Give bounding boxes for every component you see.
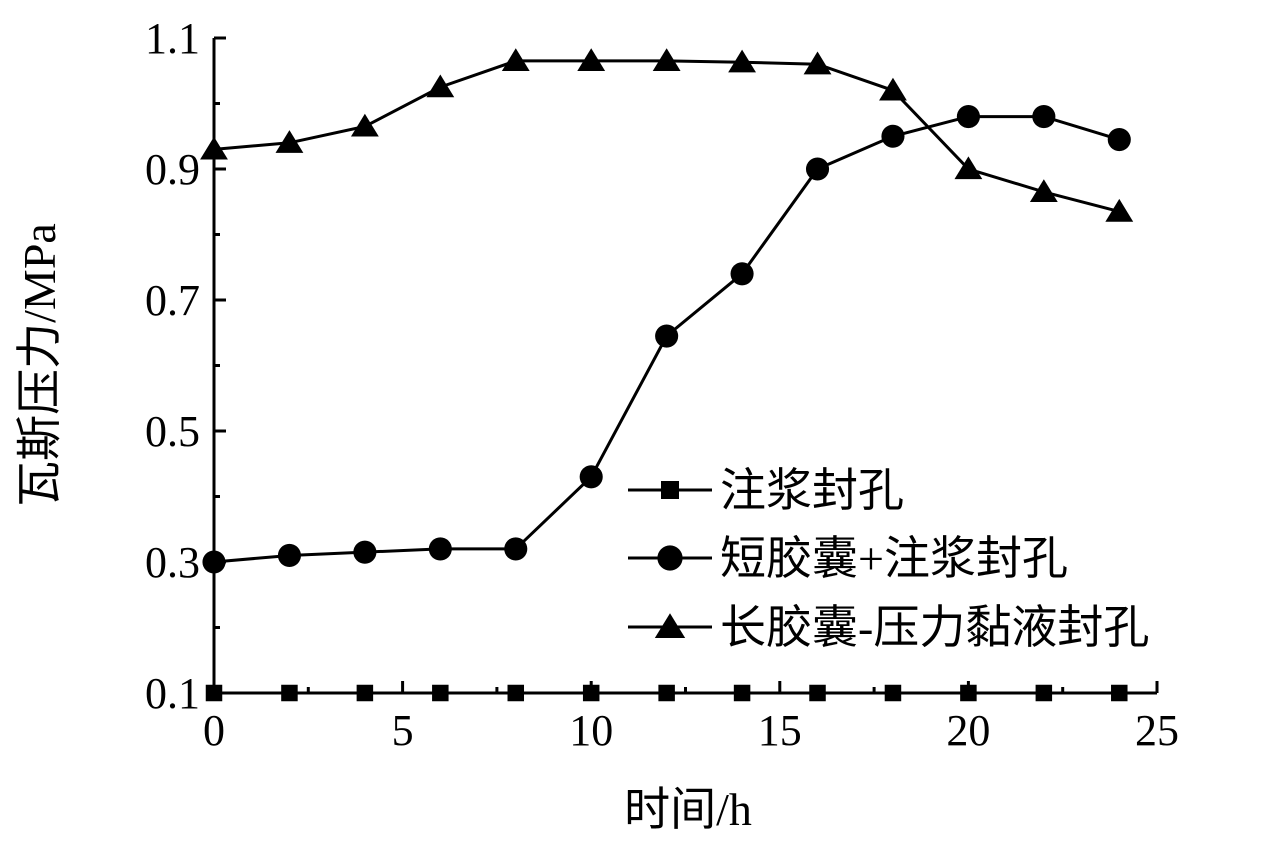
data-point-circle [881,124,905,148]
data-point-triangle [652,48,681,72]
x-tick-label: 25 [1135,706,1179,755]
data-point-triangle [200,136,228,160]
data-point-square [658,684,675,702]
y-tick-label: 0.1 [145,669,200,718]
data-point-triangle [426,74,455,98]
data-point-square [281,684,298,702]
data-point-circle [655,324,679,348]
data-point-circle [428,537,452,561]
data-point-square [432,684,449,702]
series-area [200,48,1134,702]
series-circle [202,105,1131,574]
data-point-circle [956,105,980,129]
x-tick-label: 15 [758,706,802,755]
x-tick-label: 5 [392,706,414,755]
data-point-triangle [1029,179,1058,203]
x-tick-label: 10 [569,706,613,755]
data-point-triangle [1105,198,1134,222]
series-line-triangle [213,59,1120,214]
y-tick-label: 0.7 [145,276,200,325]
data-point-triangle [803,51,832,75]
data-point-square [205,684,223,702]
legend-marker-triangle [654,613,686,639]
data-point-triangle [577,48,606,72]
data-point-circle [579,465,603,489]
y-tick-label: 0.3 [145,538,200,587]
y-tick-label: 1.1 [145,14,200,63]
data-point-circle [277,543,301,567]
legend-label: 长胶囊-压力黏液封孔 [720,602,1149,653]
data-point-square [809,684,826,702]
x-axis-label: 时间/h [624,784,752,835]
data-point-square [1111,684,1128,702]
x-tick-label: 20 [946,706,990,755]
data-point-triangle [954,156,983,180]
x-tick-label: 0 [203,706,225,755]
data-point-square [884,684,902,702]
data-point-circle [1032,105,1056,129]
data-point-triangle [728,49,756,73]
ticks: 0 5 10 15 20 25 0.1 0.3 0.5 0.7 0.9 1.1 [145,14,1179,755]
legend-marker-square [661,481,679,499]
series-triangle [200,48,1134,222]
legend-label: 短胶囊+注浆封孔 [720,533,1068,584]
data-point-triangle [501,48,530,72]
data-point-circle [504,537,528,561]
data-point-square [733,684,751,702]
data-point-square [356,684,374,702]
data-point-square [1035,684,1053,702]
data-point-triangle [879,77,907,101]
data-point-circle [353,540,377,564]
legend-label: 注浆封孔 [720,465,904,516]
series-square [205,684,1128,702]
data-point-triangle [275,130,304,153]
data-point-square [960,684,977,702]
data-point-square [507,684,525,702]
data-point-circle [202,550,226,574]
data-point-triangle [350,113,379,137]
data-point-square [582,684,600,702]
y-axis-label: 瓦斯压力/MPa [14,223,65,507]
data-point-circle [1107,127,1131,152]
legend-marker-circle [657,545,683,571]
y-tick-label: 0.9 [145,145,200,194]
y-tick-label: 0.5 [145,407,200,456]
data-point-circle [730,262,754,286]
data-point-circle [805,157,830,181]
